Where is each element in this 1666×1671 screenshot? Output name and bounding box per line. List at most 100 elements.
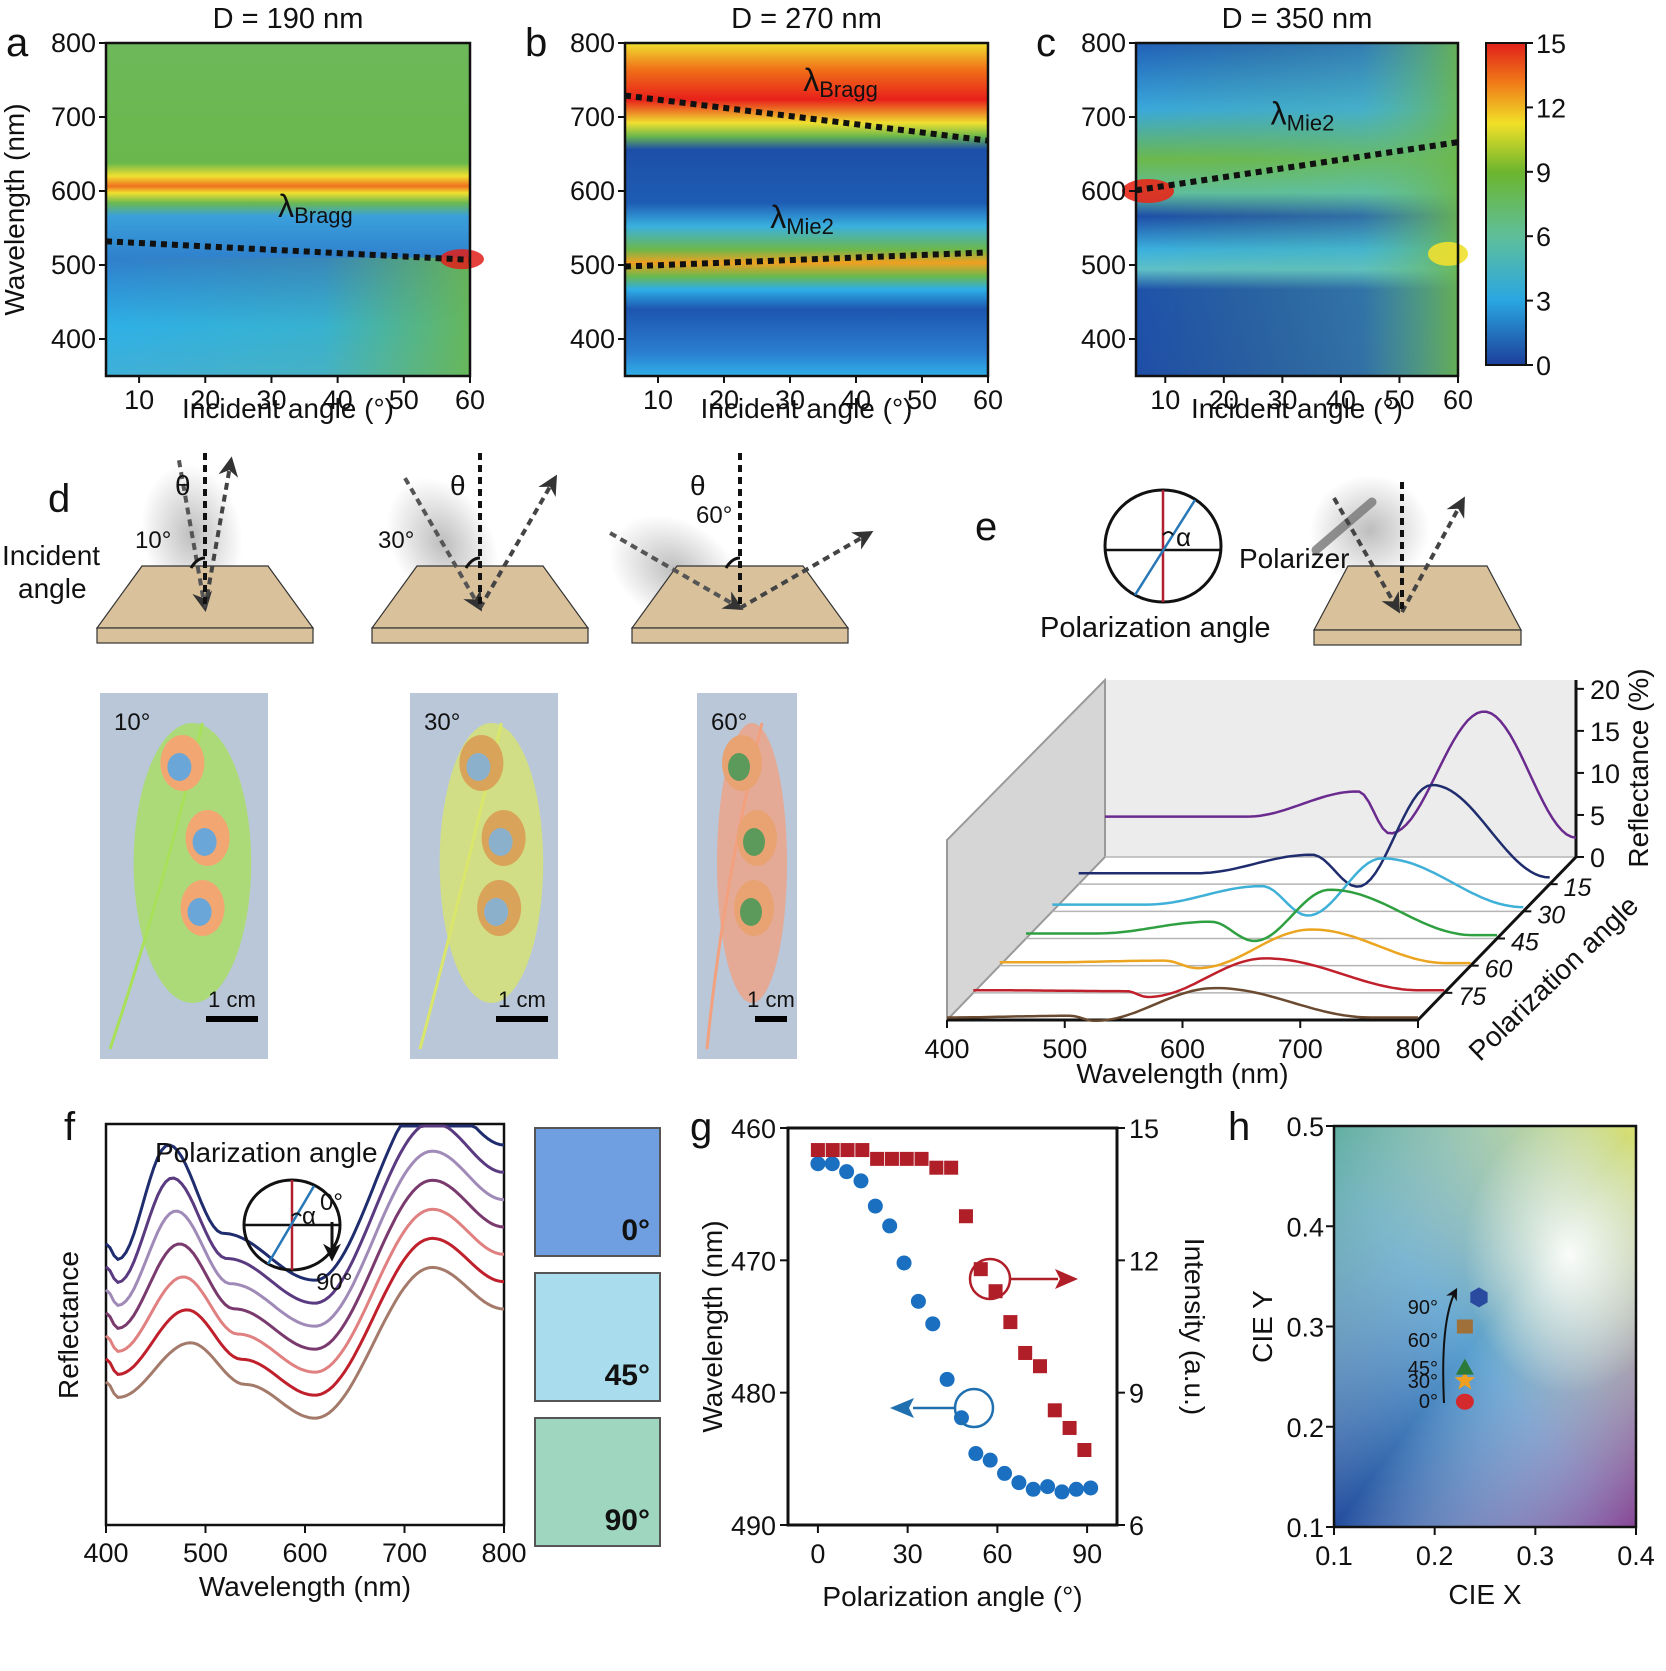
y-tick-label: 5 (1590, 801, 1605, 831)
x-tick-label: 30 (775, 385, 805, 415)
y-tick-label: 480 (731, 1379, 776, 1409)
theta-symbol: θ (690, 470, 706, 501)
back-wall (1105, 680, 1576, 857)
y-tick-label: 600 (570, 176, 615, 206)
x-tick-label: 10 (124, 385, 154, 415)
x-axis-label: Incident angle (°) (701, 393, 913, 424)
cie-angle-label: 45° (1408, 1358, 1438, 1380)
x-axis-label: Wavelength (nm) (1076, 1058, 1288, 1089)
incident-angle-label-line1: Incident (2, 540, 100, 571)
intensity-point (914, 1151, 929, 1166)
intensity-point (1003, 1315, 1018, 1330)
polarizer-label: Polarizer (1239, 543, 1349, 574)
sample-slab-edge (96, 627, 314, 644)
x-tick-label: 90 (1072, 1539, 1102, 1569)
panel-letter-f: f (64, 1105, 76, 1149)
x-tick-label: 10 (643, 385, 673, 415)
wavelength-point (1011, 1475, 1027, 1491)
spectrum-line-75 (973, 957, 1445, 999)
feather-pupil (167, 753, 192, 781)
plot-frame (786, 1126, 1119, 1527)
cie-point-triangle (1455, 1358, 1474, 1375)
heatmap-b: D = 270 nm b 10 20 30 40 50 60 400 500 600 700 800 In… (525, 3, 1003, 424)
color-swatch (534, 1127, 661, 1257)
x-tick-label: 20 (190, 385, 220, 415)
intensity-point (973, 1262, 988, 1277)
color-swatch (534, 1417, 661, 1547)
feather-photo: 10° 1 cm (100, 693, 268, 1059)
y-tick-label: 0.2 (1286, 1413, 1324, 1443)
x-axis-label: CIE X (1448, 1579, 1521, 1610)
wavelength-point (1040, 1479, 1056, 1495)
y-tick-label: 500 (570, 250, 615, 280)
heatmap-field (625, 43, 988, 376)
x-axis-label: Polarization angle (°) (822, 1581, 1082, 1612)
polarization-angle-caption: Polarization angle (1040, 612, 1271, 644)
y-tick-label: 400 (570, 324, 615, 354)
reflected-ray-arrow-icon (203, 456, 239, 609)
spectrum-line-15 (1078, 783, 1550, 888)
y-tick-label: 470 (731, 1246, 776, 1276)
incident-ray-arrow-icon (403, 477, 483, 612)
angle-arc (724, 556, 741, 569)
incident-diagram: θ60° (609, 453, 874, 644)
colorbar: 0 3 6 9 12 15 (1485, 29, 1566, 381)
color-swatch (534, 1272, 661, 1402)
intensity-point (855, 1143, 870, 1158)
intensity-point (1032, 1359, 1047, 1374)
wavelength-point (1025, 1481, 1041, 1497)
f-alpha-symbol: α (302, 1203, 316, 1230)
wavelength-point (910, 1293, 926, 1309)
panel-title-a: D = 190 nm (213, 3, 364, 35)
swatch-angle-label: 0° (621, 1214, 650, 1247)
x-tick-label: 0.3 (1517, 1541, 1555, 1571)
scale-bar (496, 1016, 548, 1022)
reflected-ray-arrow-icon (478, 474, 558, 610)
reflectance-line-30deg (104, 1149, 505, 1328)
wavelength-point (925, 1316, 941, 1332)
incident-angle-label-line2: angle (18, 573, 87, 604)
dashed-line-λBragg (105, 238, 471, 263)
incident-diagram: θ 30° (370, 453, 590, 644)
y-axis-label: CIE Y (1247, 1290, 1278, 1363)
left-axis-indicator-circle (953, 1387, 995, 1429)
scale-bar (206, 1016, 258, 1022)
x-tick-label: 60 (1443, 385, 1473, 415)
wavelength-point (1068, 1481, 1084, 1497)
intensity-point (1018, 1345, 1033, 1360)
panel-title-c: D = 350 nm (1222, 3, 1373, 35)
z-tick-label: 60 (1485, 956, 1513, 984)
wavelength-point (882, 1218, 898, 1234)
x-tick-label: 60 (455, 385, 485, 415)
wavelength-point (867, 1198, 883, 1214)
feather-pupil (187, 898, 212, 926)
y-axis-label: Reflectance (53, 1251, 84, 1399)
y-tick-label: 500 (1081, 250, 1126, 280)
x-axis-label: Incident angle (°) (182, 393, 394, 424)
cie-point-hexagon (1470, 1287, 1488, 1308)
y-tick-label: 460 (731, 1114, 776, 1144)
incident-ray-arrow-icon (609, 531, 744, 611)
reflectance-line-60deg (104, 1207, 505, 1374)
x-tick-label: 20 (1209, 385, 1239, 415)
y-tick-label: 500 (51, 250, 96, 280)
panel-letter-c: c (1036, 21, 1056, 65)
f-arrow-top-label: 0° (320, 1189, 343, 1216)
swatch-angle-label: 90° (605, 1504, 650, 1537)
scale-bar-label: 1 cm (208, 987, 256, 1012)
reflected-ray-arrow-icon (738, 530, 874, 610)
x-tick-label: 0 (810, 1539, 825, 1569)
panel-title-b: D = 270 nm (731, 3, 882, 35)
colorbar-tick-label: 6 (1536, 222, 1551, 252)
panel-h: h 0.1 0.2 0.3 0.4 0.1 0.2 0.3 0.4 0.5 CIE X CIE Y 0… (1228, 1105, 1655, 1610)
f-arrow-bottom-label: 90° (316, 1269, 352, 1296)
plot-frame (623, 41, 990, 378)
x-tick-label: 500 (1042, 1034, 1087, 1064)
x-tick-label: 50 (1384, 385, 1414, 415)
intensity-point (870, 1151, 885, 1166)
feather-pupil (743, 828, 765, 856)
feather-pupil (466, 753, 491, 781)
y-tick-label: 800 (51, 28, 96, 58)
y-tick-label: 800 (1081, 28, 1126, 58)
panel-d: d Incident angle θ10°θ30°θ60° 10°1 cm30°… (2, 453, 874, 1059)
